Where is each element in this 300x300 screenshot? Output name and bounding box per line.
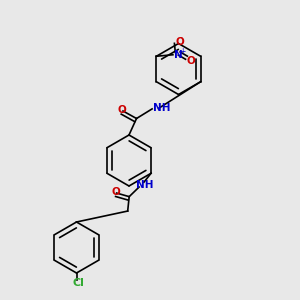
Text: O: O bbox=[175, 37, 184, 47]
Text: NH: NH bbox=[153, 103, 170, 113]
Text: NH: NH bbox=[136, 180, 154, 190]
Text: O: O bbox=[111, 187, 120, 197]
Text: +: + bbox=[179, 46, 186, 56]
Text: N: N bbox=[173, 50, 182, 60]
Text: O: O bbox=[118, 105, 126, 115]
Text: Cl: Cl bbox=[73, 278, 85, 288]
Text: -: - bbox=[180, 33, 183, 42]
Text: O: O bbox=[186, 56, 195, 66]
